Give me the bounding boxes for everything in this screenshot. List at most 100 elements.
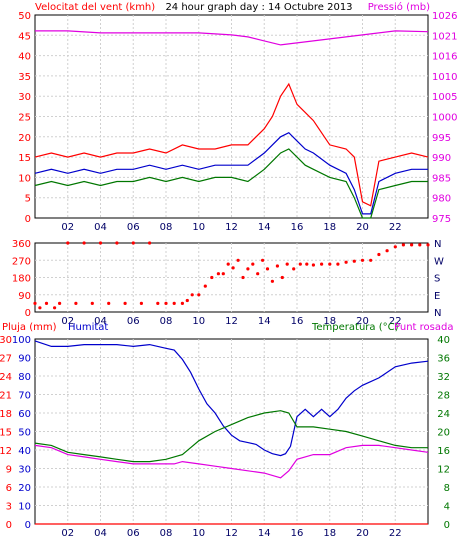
compass-tick-label: N (434, 239, 441, 250)
direction-point (311, 263, 315, 267)
x-ticks-direction: 02 04 06 08 10 12 14 16 18 20 22 (61, 316, 401, 327)
direction-point (426, 243, 430, 247)
direction-point (123, 301, 127, 305)
direction-point (385, 249, 389, 253)
x-tick-label: 02 (61, 222, 74, 233)
direction-point (418, 243, 422, 247)
x-ticks-humidity: 02 04 06 08 10 12 14 16 18 20 22 (61, 528, 401, 539)
direction-point (241, 275, 245, 280)
rain-axis-label: Pluja (mm) (2, 322, 57, 333)
x-tick-label: 08 (160, 222, 173, 233)
direction-point (377, 252, 381, 257)
direction-point (148, 241, 152, 245)
direction-point (352, 259, 356, 263)
x-tick-label: 14 (258, 316, 271, 327)
x-tick-label: 08 (160, 316, 173, 327)
humidity-tick-label: 70 (18, 391, 31, 402)
right-tick-label: 975 (432, 214, 451, 225)
right-tick-label: 980 (432, 194, 451, 205)
series-direction (33, 241, 430, 310)
x-tick-label: 22 (389, 528, 402, 539)
rain-tick-label: 0 (6, 520, 12, 531)
left-tick-label: 15 (18, 153, 31, 164)
direction-point (236, 258, 240, 262)
temperature-tick-label: 36 (437, 354, 450, 365)
direction-point (275, 264, 279, 268)
rain-tick-label: 30 (0, 335, 12, 346)
direction-point (38, 306, 42, 310)
humidity-tick-label: 80 (18, 372, 31, 383)
x-tick-label: 20 (356, 222, 369, 233)
left-tick-label: 5 (25, 194, 31, 205)
right-tick-label: 1026 (432, 11, 457, 22)
left-axis-label-wind: Velocitat del vent (kmh) (35, 2, 155, 13)
humidity-tick-label: 50 (18, 428, 31, 439)
left-ticks-direction: 0 90 180 270 360 (12, 239, 31, 319)
direction-point (90, 301, 94, 305)
series-line-min (34, 148, 428, 219)
direction-point (156, 301, 160, 305)
temperature-tick-label: 0 (444, 520, 450, 531)
rain-tick-label: 3 (6, 502, 12, 513)
right-axis-label-pressure: Pressió (mb) (368, 1, 430, 13)
humidity-tick-label: 0 (25, 520, 31, 531)
direction-point (203, 284, 207, 288)
left-tick-label: 45 (18, 31, 31, 42)
temperature-tick-label: 32 (437, 372, 450, 383)
direction-point (98, 241, 103, 245)
right-tick-label: 1010 (432, 72, 457, 83)
right-tick-label: 1021 (432, 31, 457, 42)
series-line-humidity (34, 340, 429, 457)
x-tick-label: 14 (258, 528, 271, 539)
right-tick-label: 985 (432, 173, 451, 184)
humidity-tick-label: 60 (18, 409, 31, 420)
x-tick-label: 18 (323, 528, 336, 539)
rain-tick-label: 21 (0, 391, 12, 402)
rain-tick-label: 12 (0, 446, 12, 457)
direction-point (305, 262, 309, 266)
humidity-tick-label: 90 (18, 354, 31, 365)
temperature-tick-label: 12 (437, 465, 450, 476)
direction-point (360, 258, 365, 262)
compass-tick-label: S (434, 274, 440, 285)
left-tick-label: 0 (25, 214, 31, 225)
right-tick-label: 990 (432, 153, 451, 164)
x-tick-label: 12 (225, 222, 238, 233)
x-tick-label: 10 (192, 222, 205, 233)
temperature-tick-label: 24 (437, 409, 450, 420)
direction-point (190, 293, 194, 297)
right-tick-label: 1016 (432, 52, 457, 63)
dewpoint-axis-label: Punt rosada (394, 322, 453, 333)
direction-point (265, 267, 270, 271)
temperature-tick-label: 8 (444, 483, 450, 494)
compass-tick-label: N (434, 308, 441, 319)
x-tick-label: 08 (160, 528, 173, 539)
x-tick-label: 10 (192, 316, 205, 327)
rain-tick-label: 24 (0, 372, 12, 383)
direction-tick-label: 180 (12, 274, 31, 285)
compass-tick-label: W (434, 256, 444, 267)
x-tick-label: 18 (323, 222, 336, 233)
direction-point (216, 272, 220, 276)
direction-point (82, 241, 86, 245)
panel-wind-pressure: Velocitat del vent (kmh) 24 hour graph d… (18, 1, 457, 233)
direction-point (369, 258, 373, 262)
direction-point (280, 275, 284, 280)
series-line-speed (34, 131, 428, 215)
direction-point (66, 241, 70, 245)
left-tick-label: 40 (18, 52, 31, 63)
x-tick-label: 22 (389, 316, 402, 327)
direction-point (74, 301, 78, 305)
direction-point (410, 243, 414, 247)
direction-tick-label: 0 (25, 308, 31, 319)
direction-tick-label: 270 (12, 256, 31, 267)
right-tick-label: 995 (432, 133, 451, 144)
compass-tick-label: E (434, 291, 440, 302)
x-tick-label: 06 (127, 316, 140, 327)
direction-point (393, 245, 397, 249)
temperature-tick-label: 40 (437, 335, 450, 346)
direction-point (251, 262, 255, 266)
